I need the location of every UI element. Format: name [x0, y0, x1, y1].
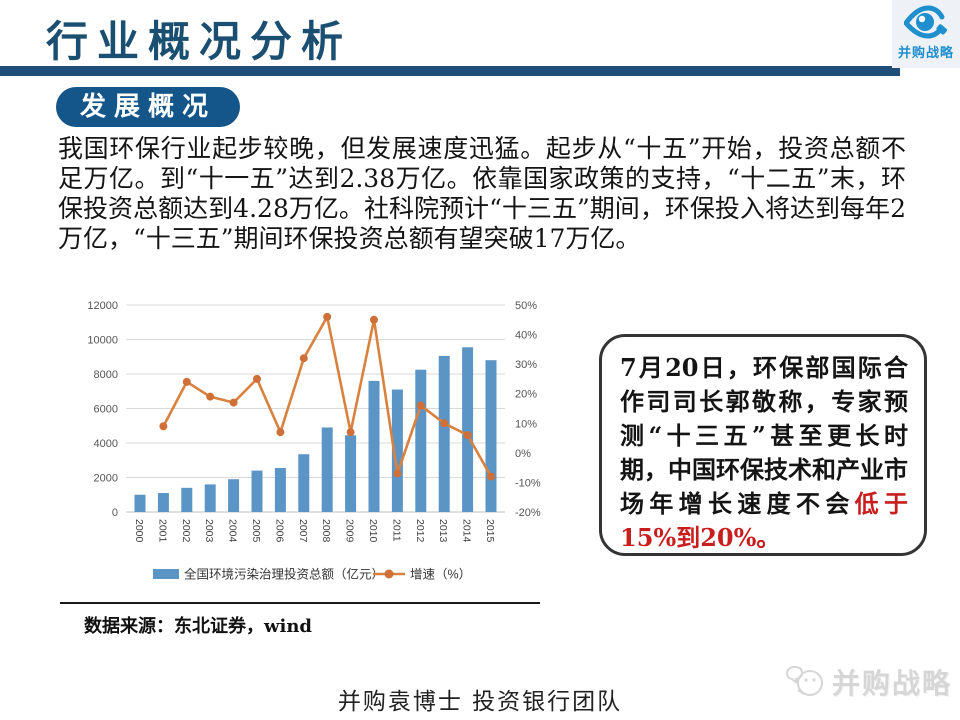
- svg-text:2005: 2005: [250, 519, 262, 543]
- title-divider: [0, 66, 900, 76]
- svg-text:2015: 2015: [484, 519, 496, 543]
- page-title: 行业概况分析: [46, 17, 353, 66]
- svg-text:2012: 2012: [414, 519, 426, 543]
- section-badge-label: 发展概况: [80, 92, 217, 122]
- overview-paragraph: 我国环保行业起步较晚，但发展速度迅猛。起步从“十五”开始，投资总额不足万亿。到“…: [58, 134, 906, 253]
- chat-bubble-icon: [785, 665, 823, 696]
- chart-svg: 0 2000 4000 6000 8000 10000 12000 -20% -10% 0% 10%…: [87, 300, 541, 582]
- svg-text:2000: 2000: [133, 519, 145, 543]
- svg-text:10%: 10%: [515, 418, 537, 430]
- svg-text:40%: 40%: [515, 330, 537, 342]
- svg-text:2008: 2008: [320, 519, 332, 543]
- svg-text:0%: 0%: [515, 448, 531, 460]
- watermark: 并购战略: [784, 662, 952, 702]
- brand-logo-label: 并购战略: [897, 45, 954, 60]
- svg-text:12000: 12000: [87, 300, 118, 312]
- svg-text:6000: 6000: [94, 404, 118, 416]
- svg-text:2007: 2007: [297, 519, 309, 543]
- svg-text:-20%: -20%: [515, 507, 541, 519]
- svg-text:2010: 2010: [367, 519, 379, 543]
- svg-text:2004: 2004: [227, 519, 239, 543]
- svg-text:10000: 10000: [87, 335, 118, 347]
- svg-text:增速（%）: 增速（%）: [410, 567, 471, 582]
- source-note: 数据来源：东北证券，wind: [84, 616, 313, 637]
- svg-text:8000: 8000: [94, 369, 118, 381]
- svg-text:2014: 2014: [461, 519, 473, 543]
- callout-text: 7月20日，环保部国际合作司司长郭敬称，专家预测“十三五”甚至更长时期，中国环保…: [620, 353, 908, 518]
- svg-text:2000: 2000: [94, 473, 118, 485]
- source-divider: [60, 602, 540, 604]
- svg-text:30%: 30%: [515, 359, 537, 371]
- chart-legend: 全国环境污染治理投资总额（亿元） 增速（%）: [153, 567, 471, 582]
- bars-series: [134, 347, 497, 512]
- svg-text:2013: 2013: [437, 519, 449, 543]
- svg-text:2002: 2002: [180, 519, 192, 543]
- svg-text:-10%: -10%: [515, 477, 541, 489]
- svg-text:2003: 2003: [203, 519, 215, 543]
- svg-text:4000: 4000: [94, 438, 118, 450]
- svg-text:2009: 2009: [344, 519, 356, 543]
- svg-text:2011: 2011: [390, 519, 402, 542]
- footer-team: 并购袁博士 投资银行团队: [337, 689, 623, 715]
- eye-magnifier-logo-icon: [904, 5, 947, 39]
- investment-chart: 0 2000 4000 6000 8000 10000 12000 -20% -10% 0% 10%…: [68, 292, 548, 594]
- svg-text:0: 0: [112, 507, 118, 519]
- brand-logo: 并购战略: [892, 0, 960, 68]
- watermark-label: 并购战略: [831, 667, 952, 700]
- section-badge: 发展概况: [56, 87, 241, 127]
- svg-text:全国环境污染治理投资总额（亿元）: 全国环境污染治理投资总额（亿元）: [184, 567, 384, 582]
- svg-text:2006: 2006: [273, 519, 285, 543]
- growth-line-markers: [159, 312, 495, 481]
- svg-text:20%: 20%: [515, 389, 537, 401]
- svg-text:50%: 50%: [515, 300, 537, 312]
- callout-box: 7月20日，环保部国际合作司司长郭敬称，专家预测“十三五”甚至更长时期，中国环保…: [599, 334, 927, 556]
- category-labels: 2000 2001 2002 2003 2004 2005 2006 2007 2008 2009…: [133, 519, 496, 543]
- callout-highlight: 低于15%到20%。: [620, 489, 909, 552]
- svg-text:2001: 2001: [156, 519, 168, 543]
